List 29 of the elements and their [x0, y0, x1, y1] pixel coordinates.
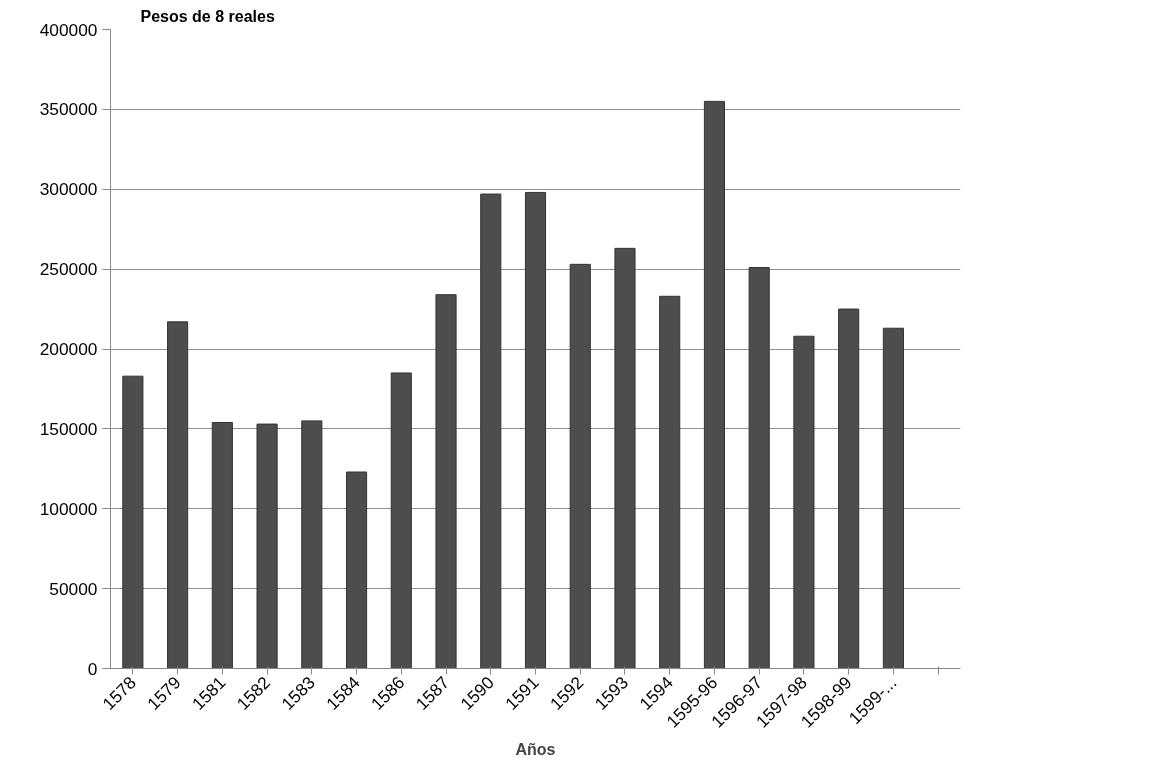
y-tick-label: 400000 [39, 19, 98, 40]
bar [748, 267, 770, 669]
bar [256, 423, 278, 669]
y-tick-label: 50000 [49, 578, 98, 599]
y-tick-label: 350000 [39, 99, 98, 120]
bar [524, 191, 547, 669]
bar [793, 335, 815, 669]
y-tick-label: 0 [87, 658, 98, 679]
y-tick-label: 300000 [39, 179, 98, 200]
bar [345, 471, 368, 669]
bar [211, 421, 233, 669]
bar [659, 295, 681, 669]
bar [614, 247, 636, 669]
bar [569, 263, 591, 669]
y-tick-label: 150000 [39, 418, 98, 439]
bar [480, 193, 502, 669]
y-tick-label: 100000 [39, 498, 98, 519]
bar [882, 327, 904, 669]
bar [301, 420, 323, 669]
bar [703, 100, 726, 669]
bar [435, 294, 457, 669]
bar [167, 321, 189, 669]
y-axis-title: Pesos de 8 reales [140, 7, 275, 25]
x-axis-title: Años [515, 740, 556, 758]
bar [390, 372, 412, 669]
bar [838, 308, 860, 669]
bar [122, 375, 144, 669]
y-tick-label: 200000 [39, 339, 98, 359]
y-tick-label: 250000 [39, 259, 98, 280]
